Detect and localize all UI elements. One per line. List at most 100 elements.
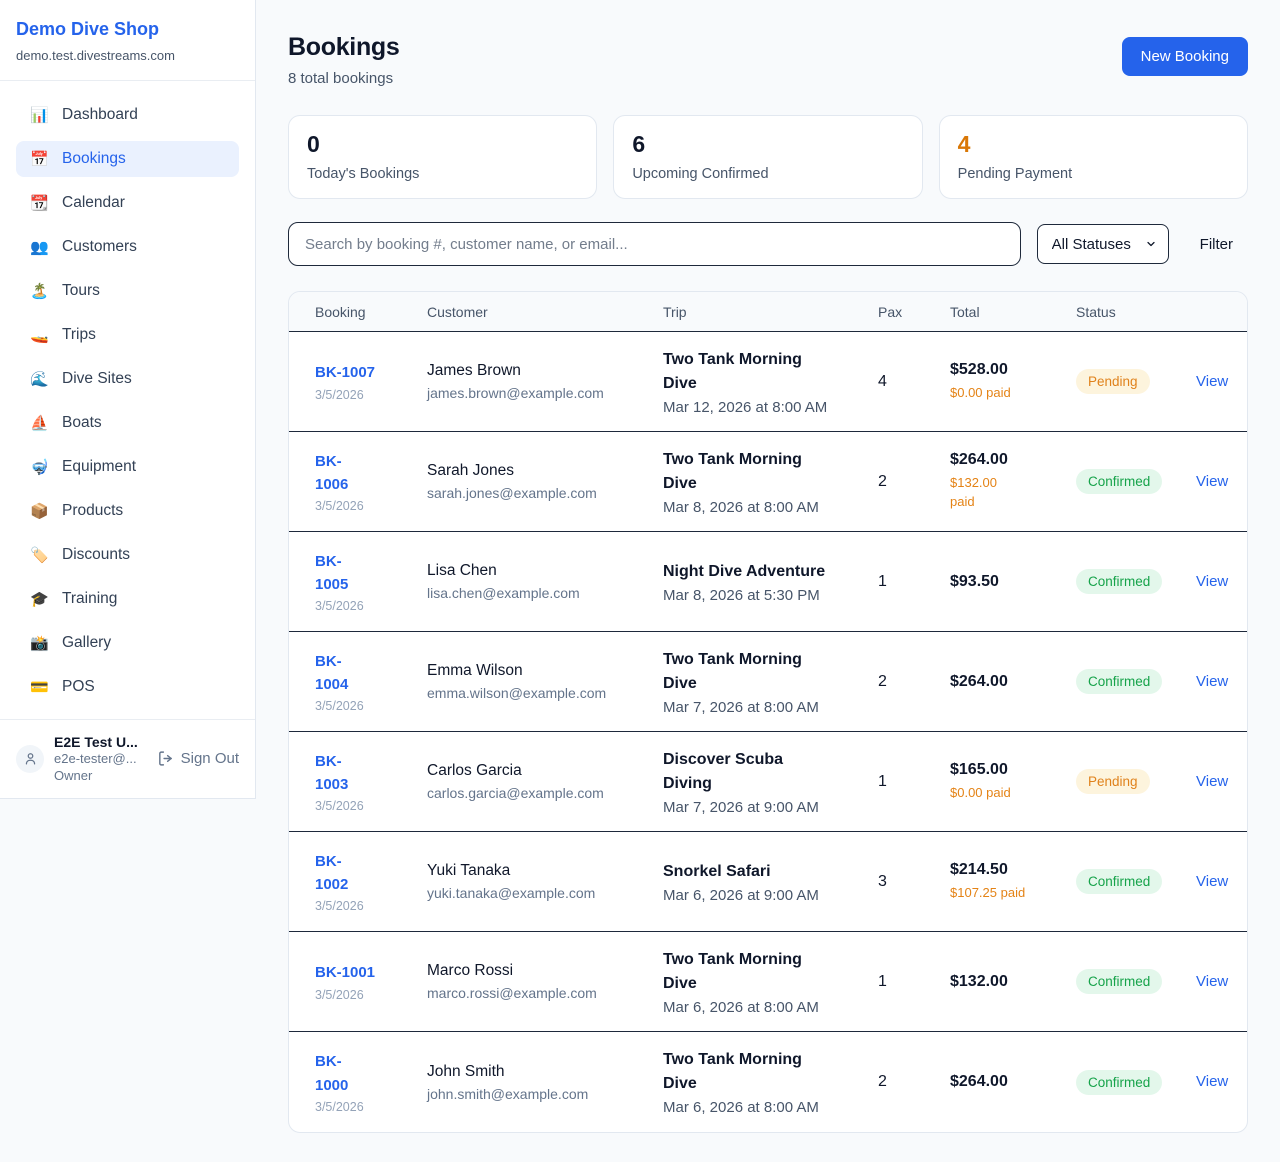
booking-id-link[interactable]: BK- 1005: [315, 552, 349, 593]
status-badge: Confirmed: [1076, 469, 1163, 494]
sidebar-item-bookings[interactable]: 📅 Bookings: [16, 141, 239, 177]
status-badge: Confirmed: [1076, 569, 1163, 594]
sidebar-item-tours[interactable]: 🏝️ Tours: [16, 273, 239, 309]
pax-count: 1: [878, 572, 887, 590]
customer-email: emma.wilson@example.com: [427, 685, 607, 701]
customer-email: marco.rossi@example.com: [427, 985, 597, 1001]
status-badge: Confirmed: [1076, 869, 1163, 894]
customer-name: Yuki Tanaka: [427, 862, 511, 879]
booking-row: BK- 1000 3/5/2026 John Smith john.smith@…: [289, 1032, 1247, 1132]
sidebar-item-label: Products: [62, 502, 124, 519]
package-icon: 📦: [30, 502, 49, 520]
pax-count: 4: [878, 372, 887, 390]
total-amount: $214.50: [950, 860, 1008, 878]
stats-cards: 0 Today's Bookings 6 Upcoming Confirmed …: [288, 115, 1248, 199]
pax-count: 1: [878, 972, 887, 990]
column-header: Pax: [878, 303, 903, 320]
sidebar-item-equipment[interactable]: 🤿 Equipment: [16, 449, 239, 485]
stat-value: 0: [307, 131, 320, 157]
sidebar-item-products[interactable]: 📦 Products: [16, 493, 239, 529]
customer-name: Sarah Jones: [427, 462, 515, 479]
status-filter-select[interactable]: All Statuses: [1036, 224, 1169, 264]
person-icon: [25, 753, 35, 765]
sidebar-item-customers[interactable]: 👥 Customers: [16, 229, 239, 265]
page-subtitle: 8 total bookings: [288, 70, 394, 87]
booking-id-link[interactable]: BK-1007: [315, 364, 376, 382]
sidebar-item-discounts[interactable]: 🏷️ Discounts: [16, 537, 239, 573]
customer-email: lisa.chen@example.com: [427, 585, 580, 601]
stat-card: 4 Pending Payment: [938, 115, 1248, 199]
sidebar: Demo Dive Shop demo.test.divestreams.com…: [0, 0, 256, 799]
sidebar-item-label: Discounts: [62, 546, 131, 563]
total-amount: $165.00: [950, 760, 1008, 778]
sidebar-item-trips[interactable]: 🚤 Trips: [16, 317, 239, 353]
bookings-table: Booking Customer Trip Pax Total Status B…: [288, 291, 1248, 1133]
view-link[interactable]: View: [1196, 872, 1229, 890]
island-icon: 🏝️: [30, 282, 49, 300]
view-link[interactable]: View: [1196, 772, 1229, 790]
sign-out-button[interactable]: Sign Out: [157, 750, 239, 767]
trip-name: Night Dive Adventure: [663, 562, 826, 580]
camera-icon: 📸: [30, 634, 49, 652]
status-badge: Confirmed: [1076, 1069, 1163, 1095]
filter-button[interactable]: Filter: [1185, 236, 1248, 253]
booking-date: 3/5/2026: [315, 499, 364, 514]
booking-id-link[interactable]: BK- 1004: [315, 652, 349, 693]
sidebar-item-dive-sites[interactable]: 🌊 Dive Sites: [16, 361, 239, 397]
paid-amount: $0.00 paid: [950, 784, 1011, 800]
view-link[interactable]: View: [1196, 1073, 1229, 1090]
sidebar-item-training[interactable]: 🎓 Training: [16, 581, 239, 617]
booking-id-link[interactable]: BK- 1006: [315, 452, 349, 493]
sidebar-item-pos[interactable]: 💳 POS: [16, 669, 239, 705]
pax-count: 3: [878, 872, 887, 890]
column-header: Status: [1076, 303, 1116, 320]
stat-label: Pending Payment: [957, 166, 1073, 182]
sidebar-item-calendar[interactable]: 📆 Calendar: [16, 185, 239, 221]
booking-date: 3/5/2026: [315, 699, 364, 714]
booking-id-link[interactable]: BK-1001: [315, 964, 376, 982]
sidebar-item-label: Tours: [62, 282, 100, 299]
view-link[interactable]: View: [1196, 372, 1229, 390]
trip-time: Mar 8, 2026 at 5:30 PM: [663, 586, 820, 604]
booking-id-link[interactable]: BK- 1002: [315, 852, 349, 893]
stat-label: Today's Bookings: [307, 166, 420, 182]
tag-icon: 🏷️: [30, 546, 49, 564]
view-link[interactable]: View: [1196, 472, 1229, 490]
user-name: E2E Test U...: [54, 734, 138, 750]
booking-id-link[interactable]: BK- 1003: [315, 752, 349, 793]
sidebar-item-label: POS: [62, 678, 95, 695]
sidebar-item-dashboard[interactable]: 📊 Dashboard: [16, 97, 239, 133]
customer-email: yuki.tanaka@example.com: [427, 885, 596, 901]
view-link[interactable]: View: [1196, 972, 1229, 990]
booking-id-link[interactable]: BK- 1000: [315, 1053, 349, 1094]
sidebar-item-gallery[interactable]: 📸 Gallery: [16, 625, 239, 661]
pax-count: 2: [878, 472, 887, 490]
pax-count: 2: [878, 672, 887, 690]
customer-name: Lisa Chen: [427, 562, 497, 579]
view-link[interactable]: View: [1196, 572, 1229, 590]
sidebar-item-boats[interactable]: ⛵ Boats: [16, 405, 239, 441]
trip-time: Mar 7, 2026 at 8:00 AM: [663, 698, 819, 716]
booking-row: BK- 1003 3/5/2026 Carlos Garcia carlos.g…: [289, 732, 1247, 832]
customer-name: John Smith: [427, 1062, 505, 1080]
stat-card: 6 Upcoming Confirmed: [613, 115, 923, 199]
customer-email: sarah.jones@example.com: [427, 485, 597, 501]
booking-row: BK- 1004 3/5/2026 Emma Wilson emma.wilso…: [289, 632, 1247, 732]
calendar-icon: 📅: [30, 150, 49, 168]
sidebar-item-label: Bookings: [62, 150, 126, 167]
view-link[interactable]: View: [1196, 672, 1229, 690]
booking-row: BK-1007 3/5/2026 James Brown james.brown…: [289, 332, 1247, 432]
total-amount: $264.00: [950, 451, 1008, 469]
booking-date: 3/5/2026: [315, 387, 364, 402]
booking-row: BK-1001 3/5/2026 Marco Rossi marco.rossi…: [289, 932, 1247, 1032]
user-info: E2E Test U... e2e-tester@... Owner: [54, 733, 138, 785]
new-booking-button[interactable]: New Booking: [1121, 37, 1248, 76]
column-header: Customer: [427, 303, 488, 320]
trip-name: Two Tank Morning Dive: [663, 650, 802, 692]
booking-date: 3/5/2026: [315, 599, 364, 614]
customer-email: james.brown@example.com: [427, 385, 604, 401]
search-input[interactable]: [288, 222, 1021, 266]
trip-time: Mar 8, 2026 at 8:00 AM: [663, 498, 819, 516]
pax-count: 2: [878, 1073, 887, 1090]
booking-row: BK- 1006 3/5/2026 Sarah Jones sarah.jone…: [289, 432, 1247, 532]
